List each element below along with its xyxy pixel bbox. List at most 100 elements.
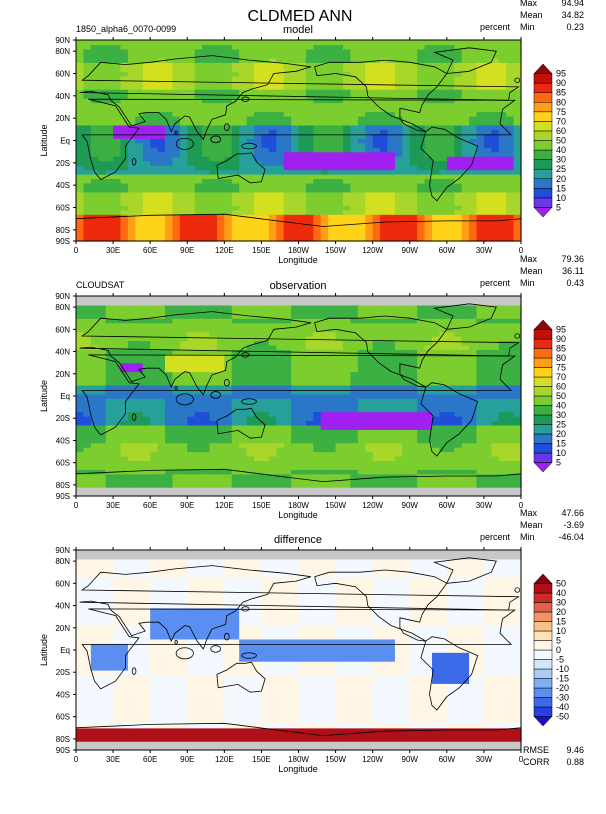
heatmap-cell	[127, 473, 136, 479]
heatmap-cell	[417, 129, 426, 135]
heatmap-cell	[231, 102, 240, 108]
heatmap-cell	[513, 371, 522, 377]
heatmap-cell	[224, 84, 233, 90]
heatmap-cell	[343, 57, 352, 63]
heatmap-cell	[142, 62, 151, 68]
heatmap-cell	[402, 48, 411, 54]
heatmap-cell	[483, 156, 492, 162]
heatmap-cell	[298, 44, 307, 50]
heatmap-cell	[313, 384, 322, 390]
heatmap-cell	[135, 84, 144, 90]
heatmap-cell	[246, 147, 255, 153]
heatmap-cell	[506, 349, 515, 355]
heatmap-cell	[142, 411, 151, 417]
heatmap-cell	[432, 62, 441, 68]
heatmap-cell	[357, 380, 366, 386]
heatmap-cell	[305, 93, 314, 99]
heatmap-cell	[432, 402, 441, 408]
heatmap-cell	[105, 402, 114, 408]
heatmap-cell	[409, 129, 418, 135]
heatmap-cell	[76, 169, 85, 175]
heatmap-cell	[432, 124, 441, 130]
heatmap-cell	[350, 160, 359, 166]
heatmap-cell	[209, 424, 218, 430]
heatmap-cell	[224, 442, 233, 448]
heatmap-cell	[179, 182, 188, 188]
heatmap-cell	[135, 344, 144, 350]
heatmap-cell	[165, 40, 174, 46]
heatmap-cell	[246, 473, 255, 479]
heatmap-cell	[365, 336, 374, 342]
heatmap-cell	[105, 62, 114, 68]
heatmap-cell	[276, 120, 285, 126]
heatmap-cell	[246, 218, 255, 224]
heatmap-cell	[142, 442, 151, 448]
heatmap-cell	[357, 227, 366, 233]
heatmap-cell	[105, 187, 114, 193]
heatmap-cell	[372, 187, 381, 193]
heatmap-cell	[261, 209, 270, 215]
heatmap-cell	[254, 447, 263, 453]
heatmap-cell	[372, 124, 381, 130]
heatmap-cell	[350, 53, 359, 59]
heatmap-cell	[283, 115, 292, 121]
heatmap-cell	[372, 151, 381, 157]
heatmap-cell	[313, 142, 322, 148]
heatmap-cell	[432, 75, 441, 81]
heatmap-cell	[283, 53, 292, 59]
heatmap-cell	[268, 353, 277, 359]
y-tick-label: 90N	[55, 36, 70, 45]
heatmap-cell	[357, 133, 366, 139]
heatmap-cell	[194, 107, 203, 113]
heatmap-cell	[105, 151, 114, 157]
heatmap-cell	[172, 89, 181, 95]
heatmap-cell	[150, 133, 159, 139]
heatmap-cell	[432, 115, 441, 121]
x-tick-label: 0	[519, 246, 524, 255]
heatmap-cell	[498, 205, 507, 211]
heatmap-cell	[335, 156, 344, 162]
heatmap-cell	[261, 57, 270, 63]
heatmap-cell	[246, 48, 255, 54]
heatmap-cell	[320, 349, 329, 355]
heatmap-cell	[209, 407, 218, 413]
heatmap-cell	[513, 187, 522, 193]
heatmap-cell	[231, 214, 240, 220]
heatmap-cell	[476, 376, 485, 382]
heatmap-cell	[320, 429, 329, 435]
heatmap-cell	[165, 174, 174, 180]
heatmap-cell	[83, 447, 92, 453]
heatmap-cell	[298, 178, 307, 184]
heatmap-cell	[328, 178, 337, 184]
heatmap-cell	[268, 107, 277, 113]
heatmap-cell	[513, 107, 522, 113]
heatmap-cell	[409, 227, 418, 233]
heatmap-cell	[439, 384, 448, 390]
heatmap-cell	[461, 142, 470, 148]
heatmap-cell	[491, 160, 500, 166]
heatmap-cell	[387, 44, 396, 50]
heatmap-cell	[335, 433, 344, 439]
heatmap-cell	[328, 107, 337, 113]
heatmap-cell	[387, 349, 396, 355]
heatmap-cell	[246, 93, 255, 99]
heatmap-cell	[343, 416, 352, 422]
heatmap-cell	[469, 482, 478, 488]
heatmap-cell	[432, 416, 441, 422]
heatmap-cell	[76, 344, 85, 350]
heatmap-cell	[387, 223, 396, 229]
heatmap-cell	[113, 438, 122, 444]
heatmap-cell	[454, 438, 463, 444]
heatmap-cell	[283, 174, 292, 180]
heatmap-cell	[417, 491, 426, 497]
heatmap-cell	[380, 232, 389, 238]
heatmap-cell	[446, 48, 455, 54]
heatmap-cell	[454, 182, 463, 188]
heatmap-cell	[246, 438, 255, 444]
heatmap-cell	[157, 411, 166, 417]
heatmap-cell	[483, 384, 492, 390]
heatmap-cell	[343, 336, 352, 342]
heatmap-cell	[476, 187, 485, 193]
heatmap-cell	[283, 227, 292, 233]
heatmap-cell	[409, 98, 418, 104]
